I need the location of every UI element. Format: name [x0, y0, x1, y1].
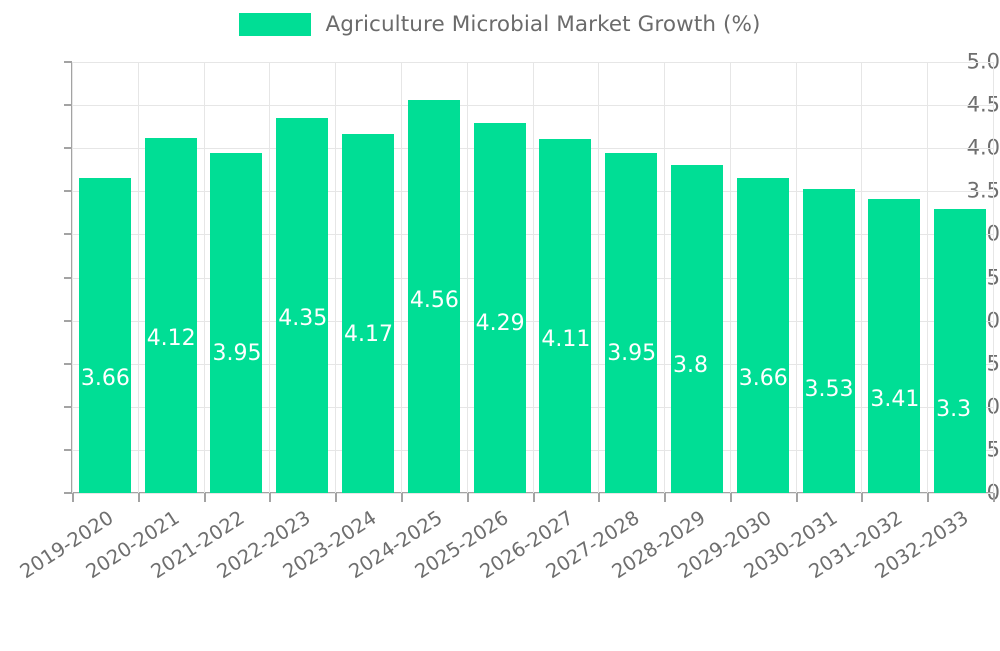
gridline-vertical — [730, 62, 731, 493]
bar-value-label: 4.56 — [409, 287, 459, 313]
bar-value-label: 3.8 — [672, 353, 708, 379]
y-tick-mark — [64, 448, 72, 451]
x-tick-mark — [72, 493, 74, 502]
gridline-horizontal — [72, 363, 993, 365]
bar-value-label: 4.35 — [278, 306, 328, 332]
gridline-vertical — [993, 62, 994, 493]
x-tick-mark — [993, 493, 995, 502]
legend-label: Agriculture Microbial Market Growth (%) — [325, 12, 761, 37]
gridline-vertical — [927, 62, 928, 493]
bar-value-label: 3.53 — [804, 376, 854, 402]
x-tick-mark — [664, 493, 666, 502]
bar-value-label: 4.17 — [344, 321, 394, 347]
gridline-horizontal — [72, 493, 993, 494]
x-tick-mark — [533, 493, 535, 502]
gridline-vertical — [72, 62, 73, 493]
gridline-horizontal — [72, 191, 993, 193]
bar[interactable] — [144, 137, 197, 493]
gridline-horizontal — [72, 406, 993, 408]
bar[interactable] — [670, 165, 723, 493]
x-tick-mark — [796, 493, 798, 502]
x-tick-mark — [467, 493, 469, 502]
x-tick-mark — [204, 493, 206, 502]
bar[interactable] — [473, 123, 526, 493]
bar-value-label: 4.12 — [146, 325, 196, 351]
x-tick-mark — [927, 493, 929, 502]
y-tick-mark — [64, 147, 72, 150]
bar-value-label: 3.66 — [738, 365, 788, 391]
bar[interactable] — [78, 177, 131, 493]
x-tick-mark — [401, 493, 403, 502]
bar[interactable] — [276, 118, 329, 493]
bar[interactable] — [407, 99, 460, 493]
y-tick-mark — [64, 319, 72, 322]
gridline-vertical — [861, 62, 862, 493]
x-tick-mark — [269, 493, 271, 502]
bar[interactable] — [934, 208, 987, 493]
gridline-vertical — [664, 62, 665, 493]
gridline-horizontal — [72, 320, 993, 322]
bar[interactable] — [802, 188, 855, 493]
y-tick-mark — [64, 104, 72, 107]
bar-value-label: 4.29 — [475, 311, 525, 337]
y-tick-mark — [64, 276, 72, 279]
y-tick-mark — [64, 190, 72, 193]
bar[interactable] — [210, 152, 263, 493]
x-tick-mark — [138, 493, 140, 502]
bar-value-label: 3.66 — [80, 365, 130, 391]
y-tick-mark — [64, 405, 72, 408]
bar-chart: Agriculture Microbial Market Growth (%) … — [0, 12, 1000, 583]
y-tick-mark — [64, 362, 72, 365]
bar[interactable] — [868, 199, 921, 493]
y-axis-tick-label: 5.0 — [966, 49, 1000, 74]
gridline-vertical — [335, 62, 336, 493]
y-axis-tick-label: 4.5 — [966, 92, 1000, 117]
y-tick-mark — [64, 492, 72, 494]
y-axis-tick-label: 3.5 — [966, 178, 1000, 203]
bar[interactable] — [605, 152, 658, 493]
chart-legend: Agriculture Microbial Market Growth (%) — [0, 12, 1000, 37]
gridline-vertical — [467, 62, 468, 493]
gridline-vertical — [138, 62, 139, 493]
bar[interactable] — [539, 138, 592, 493]
bar-value-label: 3.95 — [212, 340, 262, 366]
gridline-horizontal — [72, 105, 993, 107]
y-tick-mark — [64, 233, 72, 236]
gridline-vertical — [796, 62, 797, 493]
bar-value-label: 3.3 — [936, 396, 972, 422]
gridline-vertical — [204, 62, 205, 493]
y-axis-tick-label: 4.0 — [966, 135, 1000, 160]
gridline-horizontal — [72, 449, 993, 451]
gridline-vertical — [533, 62, 534, 493]
x-tick-mark — [598, 493, 600, 502]
bar-value-label: 3.95 — [607, 340, 657, 366]
gridline-vertical — [401, 62, 402, 493]
bar-value-label: 3.41 — [870, 387, 920, 413]
gridline-vertical — [598, 62, 599, 493]
gridline-horizontal — [72, 148, 993, 150]
bar[interactable] — [342, 133, 395, 493]
gridline-horizontal — [72, 277, 993, 279]
gridline-horizontal — [72, 62, 993, 63]
legend-color-swatch — [239, 13, 312, 36]
bar[interactable] — [736, 177, 789, 493]
gridline-horizontal — [72, 234, 993, 236]
x-tick-mark — [730, 493, 732, 502]
x-tick-mark — [335, 493, 337, 502]
gridline-vertical — [269, 62, 270, 493]
y-tick-mark — [64, 61, 72, 63]
plot-area: 3.66 4.12 3.95 4.35 4.17 4.56 4.29 4.11 3.95 3.8 3… — [72, 62, 994, 494]
bar-value-label: 4.11 — [541, 326, 591, 352]
x-tick-mark — [861, 493, 863, 502]
